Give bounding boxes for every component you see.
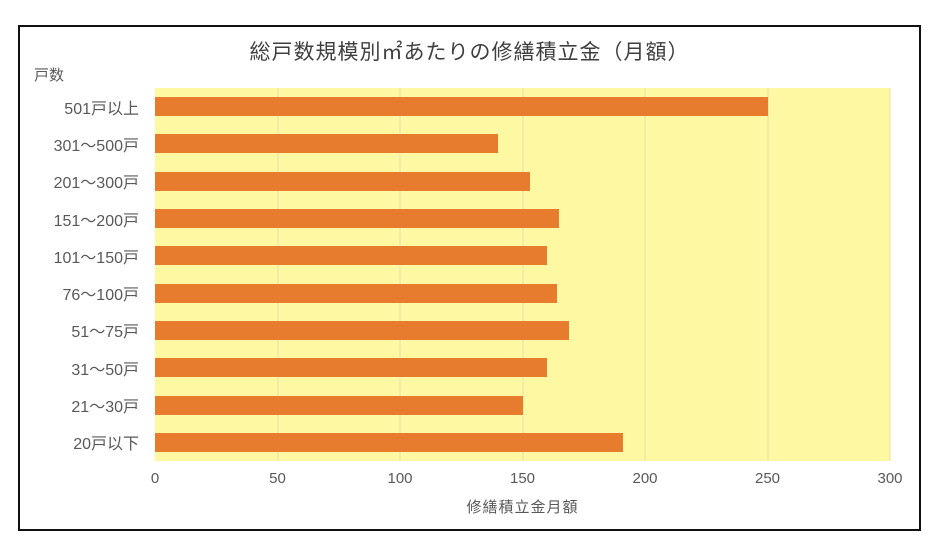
x-tick-label: 150	[509, 470, 536, 487]
gridline-300	[889, 88, 891, 461]
bar-row	[155, 312, 890, 349]
bar	[155, 283, 557, 303]
category-label: 151～200戸	[53, 212, 139, 230]
category-label: 501戸以上	[64, 100, 139, 118]
chart-frame: 総戸数規模別㎡あたりの修繕積立金（月額） 戸数 501戸以上 301～500戸 20…	[18, 25, 921, 531]
bar-row	[155, 125, 890, 162]
bar	[155, 246, 547, 266]
bar-row	[155, 200, 890, 237]
gridline-150	[522, 88, 523, 461]
bar-row	[155, 237, 890, 274]
x-tick-label: 200	[632, 470, 658, 487]
bar-row	[155, 424, 890, 461]
x-tick-label: 50	[269, 470, 286, 487]
chart-title: 総戸数規模別㎡あたりの修繕積立金（月額）	[249, 41, 690, 64]
y-axis-title: 戸数	[34, 67, 65, 84]
category-label: 20戸以下	[73, 436, 139, 454]
x-axis-title: 修繕積立金月額	[466, 499, 579, 516]
bar	[155, 320, 570, 340]
bar	[155, 358, 547, 378]
x-tick-label: 300	[877, 470, 903, 487]
bar-row	[155, 88, 890, 125]
bar	[155, 134, 498, 154]
category-label: 76～100戸	[62, 287, 140, 305]
plot-area	[155, 88, 891, 461]
gridline-100	[399, 88, 401, 461]
x-axis-ticks: 0 50 100 150 200 250 300	[151, 470, 903, 490]
bar	[155, 395, 523, 415]
x-tick-label: 100	[387, 470, 413, 487]
category-label: 21～30戸	[71, 399, 139, 417]
category-label: 201～300戸	[53, 175, 139, 193]
x-tick-label: 250	[754, 470, 781, 487]
bar	[155, 97, 768, 117]
gridline-250	[767, 88, 768, 461]
bar-row	[155, 349, 890, 386]
bar	[155, 432, 623, 452]
bar	[155, 171, 530, 191]
x-tick-label: 0	[150, 470, 160, 487]
bar-row	[155, 386, 890, 423]
category-label: 31～50戸	[71, 361, 139, 379]
category-label: 301～500戸	[53, 137, 139, 155]
bar	[155, 209, 560, 229]
bar-row	[155, 163, 890, 200]
category-label: 51～75戸	[71, 324, 139, 342]
bar-row	[155, 275, 890, 312]
gridline-200	[644, 88, 646, 461]
gridline-50	[277, 88, 278, 461]
category-label: 101～150戸	[53, 249, 139, 267]
category-axis: 501戸以上 301～500戸 201～300戸 151～200戸 101～150戸 76…	[20, 88, 147, 461]
